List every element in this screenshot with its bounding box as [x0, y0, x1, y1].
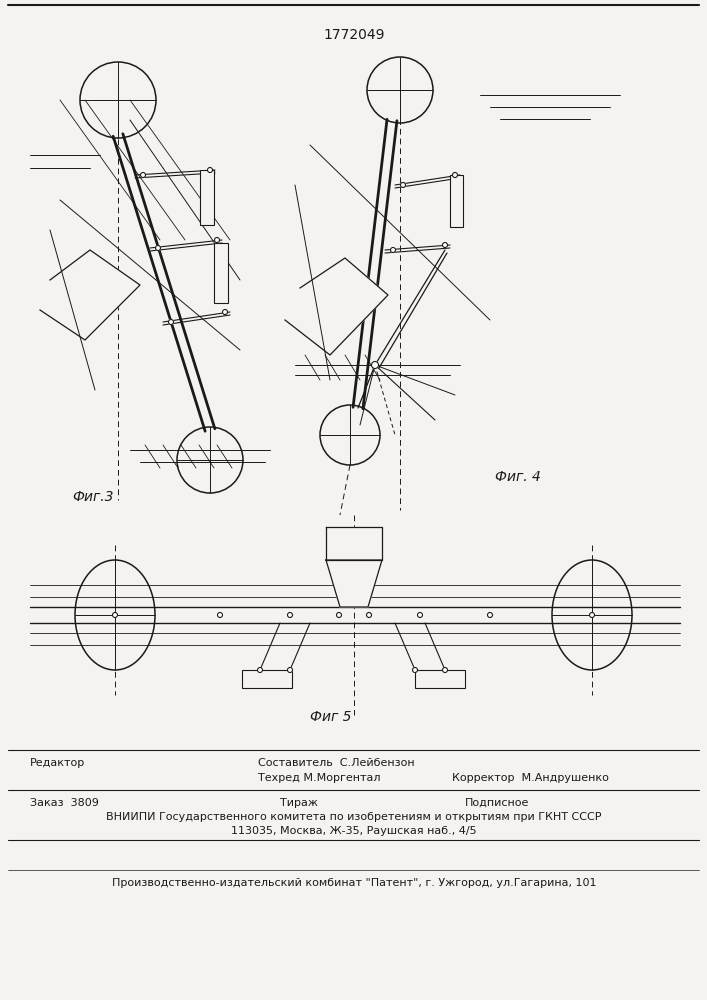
Circle shape: [288, 612, 293, 617]
Text: Редактор: Редактор: [30, 758, 86, 768]
Circle shape: [218, 612, 223, 617]
Circle shape: [112, 612, 117, 617]
Circle shape: [207, 167, 213, 172]
Circle shape: [214, 237, 219, 242]
Text: Заказ  3809: Заказ 3809: [30, 798, 99, 808]
Text: Фиг 5: Фиг 5: [310, 710, 351, 724]
Text: Производственно-издательский комбинат "Патент", г. Ужгород, ул.Гагарина, 101: Производственно-издательский комбинат "П…: [112, 878, 596, 888]
Circle shape: [390, 247, 395, 252]
FancyBboxPatch shape: [242, 670, 292, 688]
Polygon shape: [326, 527, 382, 560]
Text: 1772049: 1772049: [323, 28, 385, 42]
Circle shape: [418, 612, 423, 617]
Circle shape: [168, 320, 173, 324]
Circle shape: [223, 310, 228, 314]
Polygon shape: [40, 250, 140, 340]
FancyBboxPatch shape: [214, 243, 228, 303]
Circle shape: [400, 182, 406, 188]
Circle shape: [156, 245, 160, 250]
Circle shape: [488, 612, 493, 617]
Text: Корректор  М.Андрушенко: Корректор М.Андрушенко: [452, 773, 609, 783]
Circle shape: [452, 172, 457, 178]
Polygon shape: [285, 258, 388, 355]
FancyBboxPatch shape: [200, 170, 214, 225]
Circle shape: [412, 668, 418, 672]
Text: 113035, Москва, Ж-35, Раушская наб., 4/5: 113035, Москва, Ж-35, Раушская наб., 4/5: [231, 826, 477, 836]
Circle shape: [443, 668, 448, 672]
FancyBboxPatch shape: [450, 175, 463, 227]
Text: Составитель  С.Лейбензон: Составитель С.Лейбензон: [258, 758, 414, 768]
Circle shape: [443, 242, 448, 247]
Text: Подписное: Подписное: [465, 798, 530, 808]
Circle shape: [366, 612, 371, 617]
Polygon shape: [326, 560, 382, 607]
Text: ВНИИПИ Государственного комитета по изобретениям и открытиям при ГКНТ СССР: ВНИИПИ Государственного комитета по изоб…: [106, 812, 602, 822]
Text: Фиг.3: Фиг.3: [72, 490, 114, 504]
Circle shape: [371, 361, 378, 368]
FancyBboxPatch shape: [415, 670, 465, 688]
Circle shape: [257, 668, 262, 672]
Text: Техред М.Моргентал: Техред М.Моргентал: [258, 773, 380, 783]
Text: Фиг. 4: Фиг. 4: [495, 470, 541, 484]
Circle shape: [337, 612, 341, 617]
Circle shape: [288, 668, 293, 672]
Circle shape: [590, 612, 595, 617]
Circle shape: [141, 172, 146, 178]
Text: Тираж: Тираж: [280, 798, 318, 808]
